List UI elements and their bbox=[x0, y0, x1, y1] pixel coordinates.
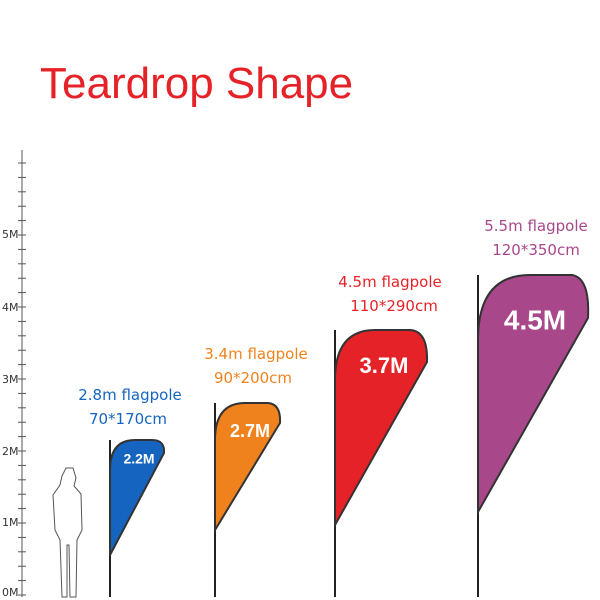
size-text: 110*290cm bbox=[350, 297, 438, 315]
pole-text: 5.5m flagpole bbox=[484, 217, 588, 235]
flag-label: 4.5M bbox=[504, 304, 566, 335]
size-text: 90*200cm bbox=[214, 369, 292, 387]
size-text: 120*350cm bbox=[492, 241, 580, 259]
flag-label: 3.7M bbox=[360, 353, 409, 378]
scale-label: 0M bbox=[2, 586, 19, 599]
flag bbox=[109, 439, 166, 556]
pole-text: 4.5m flagpole bbox=[338, 273, 442, 291]
flag bbox=[477, 274, 590, 516]
scale-label: 5M bbox=[2, 228, 19, 241]
pole-text: 3.4m flagpole bbox=[204, 345, 308, 363]
flag bbox=[334, 329, 429, 529]
scale-label: 4M bbox=[2, 301, 19, 314]
pole-text: 2.8m flagpole bbox=[78, 386, 182, 404]
scale-ticks bbox=[18, 162, 26, 596]
scale bbox=[18, 150, 26, 597]
scale-label: 2M bbox=[2, 445, 19, 458]
scale-label: 3M bbox=[2, 373, 19, 386]
title: Teardrop Shape bbox=[40, 59, 353, 108]
size-text: 70*170cm bbox=[89, 410, 167, 428]
flag bbox=[214, 402, 282, 534]
scale-label: 1M bbox=[2, 516, 19, 529]
person-silhouette bbox=[52, 467, 83, 598]
flag-label: 2.7M bbox=[230, 421, 270, 441]
flag-label: 2.2M bbox=[123, 451, 154, 467]
